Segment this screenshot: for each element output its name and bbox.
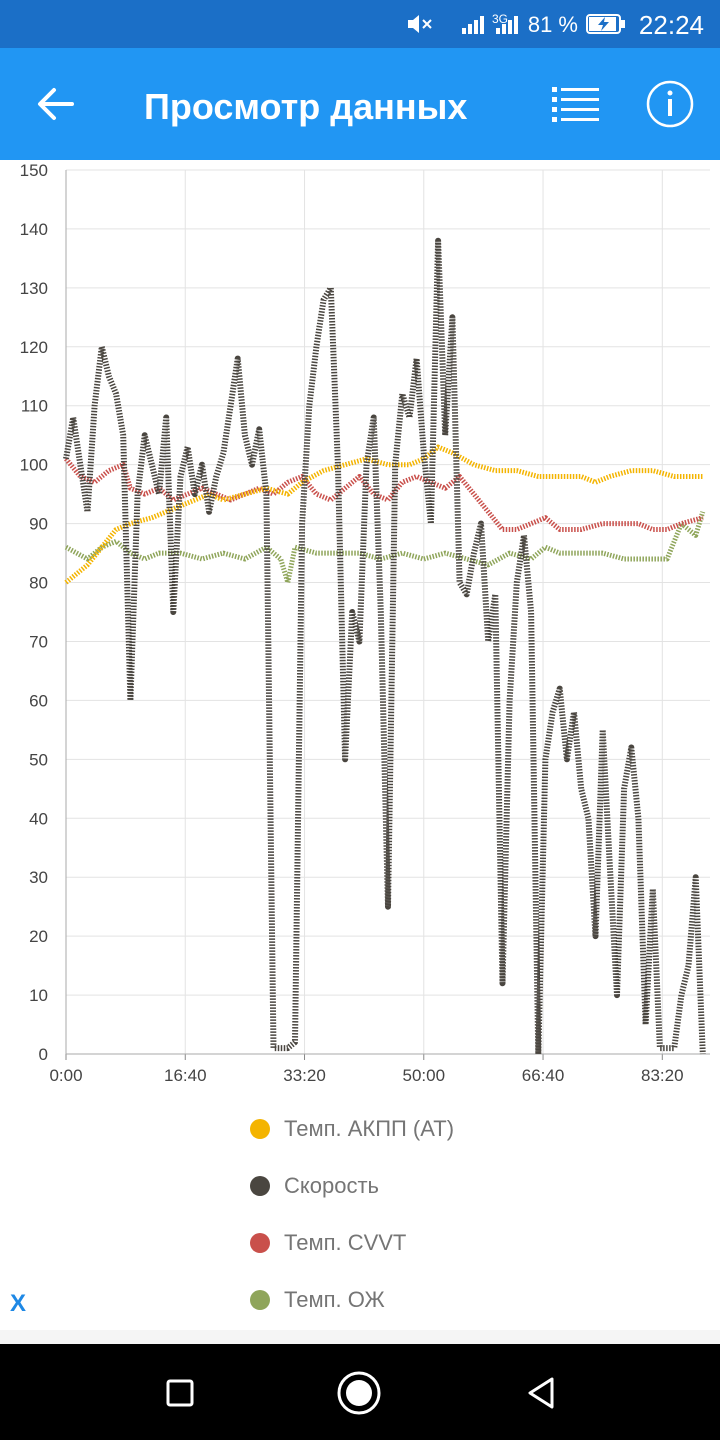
clock: 22:24 (638, 10, 704, 40)
legend-dot-coolant-temp (250, 1289, 270, 1310)
series-line-3 (64, 511, 706, 585)
triangle-back-icon[interactable] (526, 1376, 556, 1410)
series-line-1 (63, 237, 706, 1057)
battery-percent: 81 % (527, 12, 578, 37)
signal-icon (462, 16, 484, 34)
legend-dot-at-temp (250, 1118, 270, 1139)
app-bar: Просмотр данных (0, 48, 720, 160)
legend-item-coolant-temp[interactable]: Темп. ОЖ (250, 1271, 650, 1328)
close-button[interactable]: X (10, 1290, 27, 1317)
info-icon[interactable] (646, 80, 694, 128)
legend-item-at-temp[interactable]: Темп. АКПП (AT) (250, 1100, 650, 1157)
arrow-left-icon[interactable] (32, 82, 80, 126)
circle-icon[interactable] (336, 1370, 382, 1416)
y-tick-label: 100 (20, 456, 48, 475)
legend-label-coolant-temp: Темп. ОЖ (284, 1286, 385, 1312)
x-tick-label: 33:20 (283, 1066, 326, 1085)
bottom-strip (0, 1330, 720, 1344)
network-type: 3G (491, 12, 508, 26)
list-icon[interactable] (550, 84, 602, 126)
x-tick-label: 16:40 (164, 1066, 207, 1085)
signal-icon-2 (496, 16, 518, 34)
y-tick-label: 10 (29, 986, 48, 1005)
legend-item-speed[interactable]: Скорость (250, 1157, 650, 1214)
x-tick-label: 66:40 (522, 1066, 565, 1085)
x-tick-label: 50:00 (403, 1066, 446, 1085)
square-icon[interactable] (166, 1379, 194, 1407)
y-tick-label: 70 (29, 632, 48, 651)
y-tick-label: 60 (29, 691, 48, 710)
x-tick-label: 83:20 (641, 1066, 684, 1085)
y-tick-label: 110 (21, 397, 48, 416)
y-tick-label: 120 (20, 338, 48, 357)
line-chart[interactable]: 0 10 20 30 40 50 60 70 80 90 100 110 120 130 140 150 0:0… (0, 160, 720, 1100)
mute-icon (408, 15, 432, 33)
y-tick-label: 150 (20, 161, 48, 180)
y-tick-label: 30 (29, 868, 48, 887)
battery-charging-icon (586, 14, 625, 34)
chart-legend: Темп. АКПП (AT) Скорость Темп. CVVT Темп… (250, 1100, 650, 1328)
legend-item-cvvt-temp[interactable]: Темп. CVVT (250, 1214, 650, 1271)
y-tick-label: 20 (29, 927, 48, 946)
legend-dot-cvvt-temp (250, 1232, 270, 1253)
page-title: Просмотр данных (144, 86, 468, 127)
legend-label-at-temp: Темп. АКПП (AT) (284, 1115, 455, 1141)
status-bar: 3G 81 % 22:24 (0, 0, 720, 48)
series-line-0 (64, 444, 703, 585)
y-tick-label: 130 (20, 279, 48, 298)
y-tick-label: 40 (29, 809, 48, 828)
legend-dot-speed (250, 1175, 270, 1196)
series-line-2 (64, 457, 704, 532)
legend-label-speed: Скорость (284, 1172, 380, 1198)
x-tick-label: 0:00 (49, 1066, 82, 1085)
system-nav-bar (0, 1344, 720, 1440)
y-tick-label: 80 (29, 574, 48, 593)
y-tick-label: 50 (29, 750, 48, 769)
legend-label-cvvt-temp: Темп. CVVT (284, 1229, 407, 1255)
y-tick-label: 140 (20, 220, 48, 239)
y-tick-label: 90 (29, 515, 48, 534)
y-tick-label: 0 (39, 1045, 48, 1064)
